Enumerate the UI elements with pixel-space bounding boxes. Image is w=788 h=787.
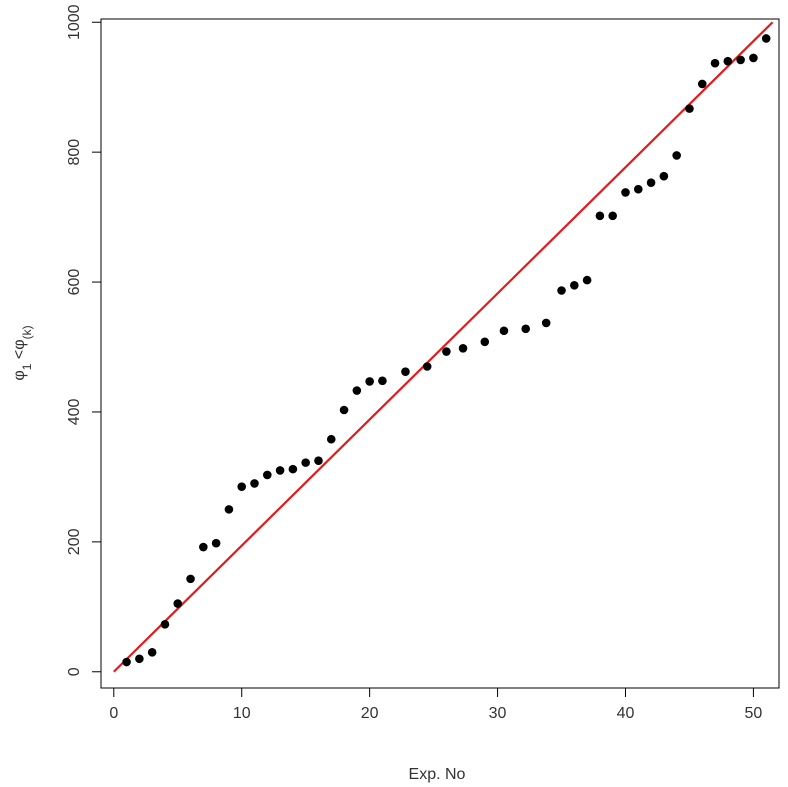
x-tick-label: 30 [489,705,507,722]
data-point [339,405,349,415]
data-point [326,434,336,444]
data-point [442,347,451,356]
y-axis-title-sub1: 1 [20,363,34,370]
data-point [288,464,298,474]
data-point [480,337,490,347]
data-point [263,470,272,480]
y-tick-label: 1000 [66,4,83,40]
data-point [401,367,410,376]
data-point [541,318,551,328]
data-point [621,188,630,197]
x-tick-label: 20 [361,705,379,722]
data-point [608,211,617,221]
data-point [458,344,468,353]
data-point [378,376,387,386]
y-axis-title: φ1 <φ(k) [11,325,34,380]
x-axis: 0 10 20 30 40 50 [109,688,762,722]
data-point [211,538,221,548]
reference-line [113,21,774,673]
data-point [160,620,170,629]
data-point [570,281,579,290]
data-point [173,599,183,608]
data-point [186,574,195,584]
data-point [365,377,374,386]
data-point [659,171,669,181]
data-point [147,647,157,657]
data-points [122,34,771,667]
y-tick-label: 200 [66,528,83,555]
y-tick-label: 600 [66,269,83,296]
data-point [250,479,259,488]
data-point [723,56,733,66]
data-point [422,362,432,371]
y-axis-title-mid: <φ [11,339,28,363]
data-point [646,178,656,187]
x-tick-label: 40 [617,705,635,722]
data-point [122,657,131,667]
data-point [314,456,323,465]
data-point [595,211,605,221]
x-tick-label: 0 [109,705,118,722]
y-axis: 0 200 400 600 800 1000 [66,4,101,676]
data-point [557,286,566,295]
data-point [672,151,681,160]
data-point [521,324,531,334]
x-axis-title: Exp. No [409,766,466,783]
data-point [499,326,509,336]
reference-line-group [113,21,774,673]
data-point [761,34,771,43]
data-point [352,386,362,395]
data-point [135,654,144,664]
data-point [685,104,694,113]
data-point [275,466,285,475]
data-point [749,53,758,63]
data-point [582,275,592,285]
y-axis-title-main: φ [11,370,28,380]
y-axis-title-sub2: (k) [20,325,34,339]
plot-frame [100,18,780,689]
y-tick-label: 800 [66,139,83,166]
data-point [224,505,234,514]
data-point [736,55,745,65]
x-tick-label: 50 [745,705,763,722]
data-point [697,79,707,89]
x-tick-label: 10 [233,705,251,722]
data-point [199,542,208,552]
data-point [710,58,720,68]
y-tick-label: 400 [66,399,83,426]
data-point [237,482,247,491]
data-point [633,184,643,194]
y-tick-label: 0 [66,667,83,676]
data-point [301,458,310,467]
